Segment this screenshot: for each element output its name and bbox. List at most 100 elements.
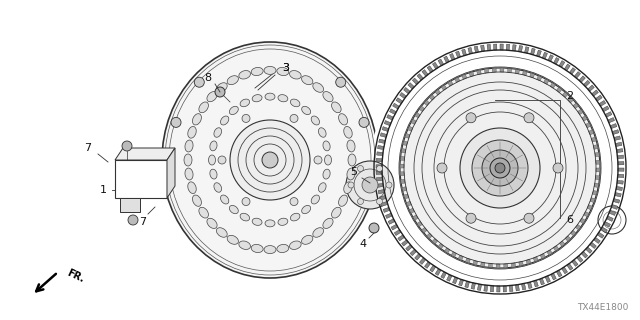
Ellipse shape	[301, 106, 310, 115]
Circle shape	[376, 165, 383, 172]
Polygon shape	[427, 66, 433, 73]
Polygon shape	[581, 252, 588, 258]
Polygon shape	[511, 263, 516, 267]
Polygon shape	[391, 224, 398, 230]
Circle shape	[466, 213, 476, 223]
Circle shape	[466, 113, 476, 123]
Circle shape	[218, 156, 226, 164]
Circle shape	[362, 177, 378, 193]
Polygon shape	[441, 85, 447, 90]
Polygon shape	[615, 193, 621, 197]
Ellipse shape	[323, 218, 333, 228]
Polygon shape	[607, 216, 613, 221]
Text: 3: 3	[282, 63, 289, 73]
Polygon shape	[377, 183, 383, 188]
Polygon shape	[398, 235, 404, 241]
Circle shape	[346, 161, 394, 209]
Polygon shape	[580, 218, 585, 224]
Ellipse shape	[323, 92, 333, 102]
Polygon shape	[612, 130, 619, 134]
Polygon shape	[602, 106, 609, 112]
Polygon shape	[410, 249, 417, 256]
Polygon shape	[415, 112, 420, 118]
Ellipse shape	[332, 102, 341, 113]
Ellipse shape	[301, 76, 313, 85]
Polygon shape	[610, 124, 617, 129]
Polygon shape	[408, 126, 413, 131]
Polygon shape	[493, 44, 497, 50]
Polygon shape	[477, 284, 481, 291]
Polygon shape	[593, 190, 597, 195]
Circle shape	[195, 77, 204, 87]
Polygon shape	[522, 71, 527, 76]
Polygon shape	[588, 85, 595, 92]
Polygon shape	[616, 142, 622, 147]
Polygon shape	[599, 100, 605, 106]
Ellipse shape	[227, 235, 239, 244]
Ellipse shape	[323, 141, 330, 151]
Polygon shape	[377, 152, 383, 156]
Polygon shape	[419, 106, 424, 112]
Ellipse shape	[209, 155, 216, 165]
Ellipse shape	[313, 83, 324, 92]
Ellipse shape	[184, 154, 192, 166]
Polygon shape	[422, 70, 428, 76]
Polygon shape	[605, 112, 612, 117]
Ellipse shape	[264, 245, 276, 253]
Circle shape	[262, 152, 278, 168]
Polygon shape	[565, 236, 571, 241]
Polygon shape	[616, 148, 623, 153]
FancyBboxPatch shape	[115, 160, 167, 198]
Ellipse shape	[344, 126, 352, 138]
Circle shape	[495, 163, 505, 173]
Ellipse shape	[221, 116, 229, 125]
Polygon shape	[461, 49, 467, 56]
Ellipse shape	[277, 68, 289, 76]
Polygon shape	[378, 145, 384, 149]
Polygon shape	[570, 230, 576, 236]
Polygon shape	[554, 58, 559, 64]
Ellipse shape	[278, 218, 288, 225]
Polygon shape	[458, 255, 463, 260]
Polygon shape	[595, 176, 600, 180]
Ellipse shape	[193, 195, 202, 206]
Ellipse shape	[162, 42, 378, 278]
Polygon shape	[591, 137, 596, 142]
Polygon shape	[380, 196, 386, 200]
Ellipse shape	[199, 207, 209, 218]
Polygon shape	[563, 92, 568, 98]
Polygon shape	[438, 244, 444, 249]
Polygon shape	[616, 187, 623, 191]
Polygon shape	[574, 72, 580, 78]
Polygon shape	[595, 95, 602, 101]
Polygon shape	[611, 204, 618, 209]
Polygon shape	[376, 177, 383, 181]
Polygon shape	[432, 238, 438, 244]
Ellipse shape	[291, 213, 300, 221]
Circle shape	[359, 117, 369, 127]
Ellipse shape	[277, 244, 289, 252]
Circle shape	[369, 223, 379, 233]
Polygon shape	[433, 62, 438, 69]
Ellipse shape	[347, 140, 355, 152]
Ellipse shape	[214, 128, 221, 137]
Polygon shape	[572, 260, 578, 266]
Polygon shape	[396, 98, 403, 104]
Ellipse shape	[216, 83, 227, 92]
Ellipse shape	[252, 244, 263, 252]
Polygon shape	[556, 87, 562, 92]
Polygon shape	[456, 51, 461, 58]
Text: 1: 1	[99, 185, 106, 195]
Text: 6: 6	[566, 215, 573, 225]
Polygon shape	[536, 50, 541, 57]
Polygon shape	[564, 64, 570, 71]
Polygon shape	[424, 262, 431, 268]
Polygon shape	[388, 219, 395, 224]
Ellipse shape	[324, 155, 332, 165]
Circle shape	[230, 120, 310, 200]
Polygon shape	[613, 198, 620, 203]
Polygon shape	[604, 221, 611, 227]
Polygon shape	[584, 80, 590, 87]
Ellipse shape	[264, 67, 276, 75]
Ellipse shape	[229, 106, 238, 115]
